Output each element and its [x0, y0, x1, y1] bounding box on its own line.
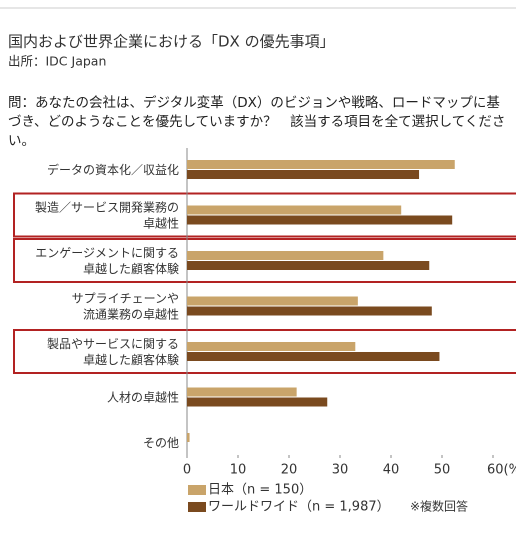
x-tick-label: 30 — [332, 463, 349, 478]
bar — [187, 251, 384, 260]
bar — [187, 352, 440, 361]
bar — [187, 397, 328, 407]
bar — [187, 205, 402, 215]
y-tick-label: エンゲージメントに関する卓越した顧客体験 — [35, 246, 179, 276]
legend-swatch — [188, 485, 206, 495]
bar — [187, 433, 190, 442]
y-tick-label: 製品やサービスに関する卓越した顧客体験 — [47, 337, 179, 367]
note: ※複数回答 — [410, 499, 468, 514]
highlight-box — [13, 238, 516, 283]
x-tick-label: 50 — [434, 463, 451, 478]
x-tick-label: 60(%) — [487, 463, 516, 478]
source: 出所：IDC Japan — [8, 54, 106, 69]
bar — [187, 387, 297, 397]
bar — [187, 170, 420, 179]
y-tick-label: その他 — [143, 436, 179, 450]
x-tick-label: 40 — [383, 463, 400, 478]
bar — [187, 306, 432, 316]
legend-label: 日本（n = 150） — [208, 483, 312, 498]
bar — [187, 215, 453, 225]
bar — [187, 261, 430, 270]
bar — [187, 296, 358, 306]
y-tick-label: 製造／サービス開発業務の卓越性 — [35, 200, 179, 230]
question: 問：あなたの会社は、デジタル変革（DX）のビジョンや戦略、ロードマップに基づき、… — [8, 95, 506, 149]
y-tick-label: サプライチェーンや流通業務の卓越性 — [72, 291, 179, 321]
x-tick-label: 0 — [183, 463, 191, 478]
x-tick-label: 20 — [281, 463, 298, 478]
bar — [187, 160, 455, 169]
y-tick-label: 人材の卓越性 — [107, 390, 179, 404]
highlight-box — [13, 329, 516, 374]
legend-swatch — [188, 502, 206, 512]
chart-title: 国内および世界企業における「DX の優先事項」 — [8, 33, 335, 51]
bar — [187, 342, 356, 351]
y-tick-label: データの資本化／収益化 — [47, 162, 179, 177]
legend-label: ワールドワイド（n = 1,987） — [208, 500, 390, 515]
highlight-box — [13, 192, 516, 238]
x-tick-label: 10 — [230, 463, 247, 478]
